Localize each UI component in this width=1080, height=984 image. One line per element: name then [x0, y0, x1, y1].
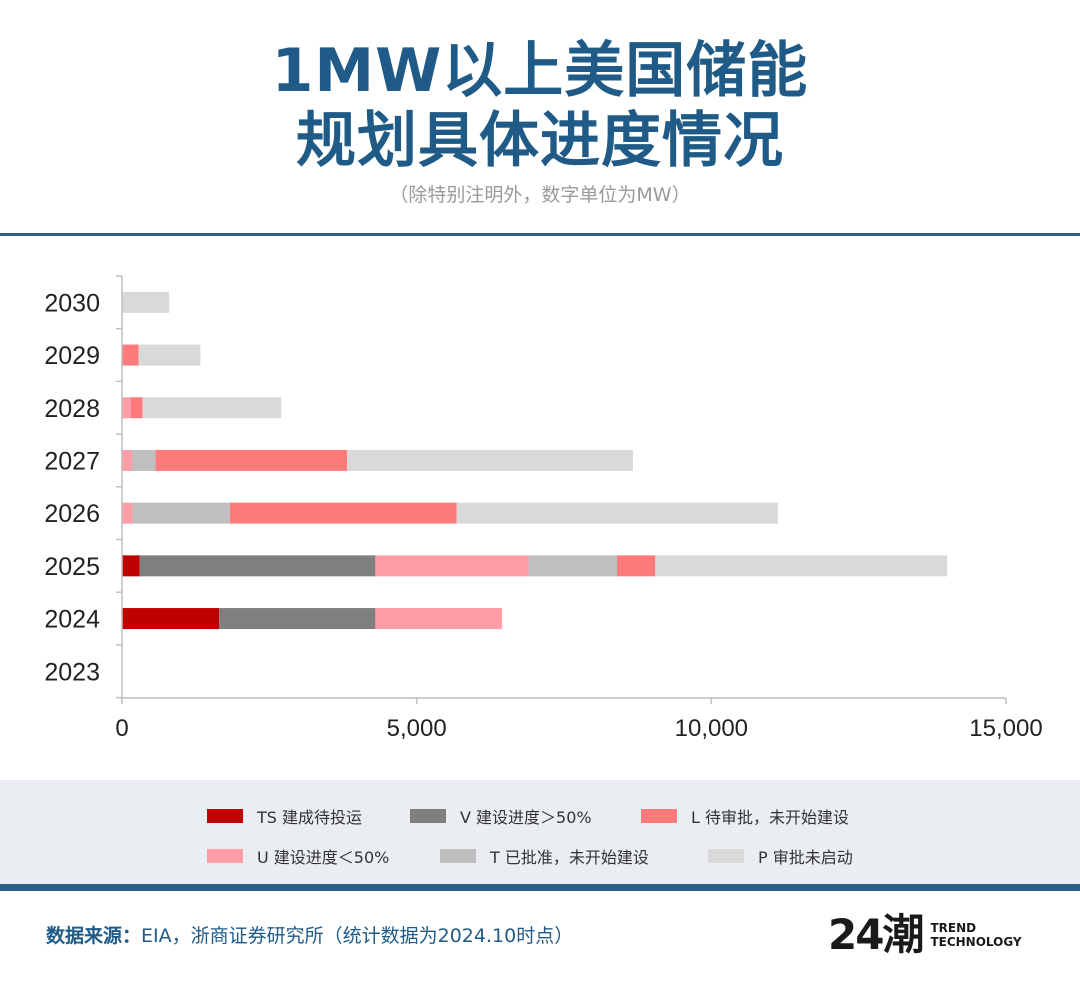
brand-logo: 24潮 TREND TECHNOLOGY [828, 909, 1022, 961]
legend-item-p: P 审批未启动 [708, 844, 853, 868]
bar-segment [122, 291, 170, 313]
category-label: 2030 [44, 289, 100, 317]
bar-segment [122, 555, 140, 577]
bar-segment [122, 608, 220, 630]
legend-swatch [708, 849, 744, 863]
bar-segment [155, 449, 348, 471]
legend-item-u: U 建设进度＜50% [207, 844, 389, 868]
category-label: 2026 [44, 500, 100, 528]
x-tick-label: 15,000 [969, 715, 1042, 742]
bar-segment [617, 555, 656, 577]
legend-item-v: V 建设进度＞50% [410, 804, 592, 828]
bar-segment [528, 555, 618, 577]
category-label: 2027 [44, 447, 100, 475]
bar-segment [456, 502, 778, 524]
x-tick-label: 10,000 [675, 715, 748, 742]
bottom-divider [0, 884, 1080, 891]
bar-segment [375, 608, 503, 630]
legend-label: T 已批准，未开始建设 [490, 848, 649, 867]
legend-swatch [440, 849, 476, 863]
logo-wordmark: TREND TECHNOLOGY [930, 921, 1021, 949]
bar-segment [122, 397, 131, 419]
legend-swatch [207, 849, 243, 863]
legend-label: TS 建成待投运 [257, 808, 363, 827]
legend-swatch [641, 809, 677, 823]
logo-mark: 24潮 [828, 910, 924, 959]
legend: TS 建成待投运 V 建设进度＞50% L 待审批，未开始建设 U 建设进度＜5… [0, 780, 1080, 884]
unit-note: （除特别注明外，数字单位为MW） [389, 184, 691, 206]
legend-swatch [410, 809, 446, 823]
bar-segment [347, 449, 633, 471]
legend-label: V 建设进度＞50% [460, 808, 592, 827]
bar-segment [142, 397, 282, 419]
bar-segment [219, 608, 376, 630]
x-tick-label: 0 [115, 715, 128, 742]
legend-label: U 建设进度＜50% [257, 848, 390, 867]
chart-svg: 2030 2029 2028 2027 2026 2025 2024 2023 0 5,000 10… [44, 275, 1043, 742]
logo-line1: TREND [930, 921, 977, 935]
bar-segment [132, 502, 230, 524]
data-source-text: EIA，浙商证券研究所（统计数据为2024.10时点） [141, 925, 574, 947]
legend-swatch [207, 809, 243, 823]
bar-segment [229, 502, 457, 524]
category-label: 2024 [44, 606, 100, 634]
bar-segment [138, 344, 201, 366]
legend-item-ts: TS 建成待投运 [207, 804, 362, 828]
bar-segment [375, 555, 529, 577]
category-label: 2023 [44, 658, 100, 686]
stacked-bar-chart: 2030 2029 2028 2027 2026 2025 2024 2023 0 5,000 10… [0, 236, 1080, 780]
bar-segment [122, 344, 139, 366]
legend-item-l: L 待审批，未开始建设 [641, 804, 849, 828]
bar-segment [130, 397, 143, 419]
header: 1MW以上美国储能 规划具体进度情况 （除特别注明外，数字单位为MW） [0, 0, 1080, 234]
logo-line2: TECHNOLOGY [930, 935, 1022, 949]
top-divider [0, 233, 1080, 236]
bar-segment [139, 555, 376, 577]
legend-item-t: T 已批准，未开始建设 [440, 844, 649, 868]
legend-label: L 待审批，未开始建设 [691, 808, 850, 827]
bar-segment [122, 449, 133, 471]
data-source: 数据来源：EIA，浙商证券研究所（统计数据为2024.10时点） [46, 921, 573, 948]
bar-segment [122, 502, 133, 524]
footer: 数据来源：EIA，浙商证券研究所（统计数据为2024.10时点） 24潮 TRE… [0, 891, 1080, 984]
legend-label: P 审批未启动 [758, 848, 853, 867]
page-title-line1: 1MW以上美国储能 [271, 36, 809, 106]
category-label: 2025 [44, 553, 100, 581]
page-title-line2: 规划具体进度情况 [296, 106, 784, 176]
category-label: 2028 [44, 395, 100, 423]
category-label: 2029 [44, 342, 100, 370]
bar-segment [132, 449, 156, 471]
x-tick-label: 5,000 [387, 715, 447, 742]
data-source-label: 数据来源： [46, 925, 142, 947]
bar-segment [655, 555, 948, 577]
